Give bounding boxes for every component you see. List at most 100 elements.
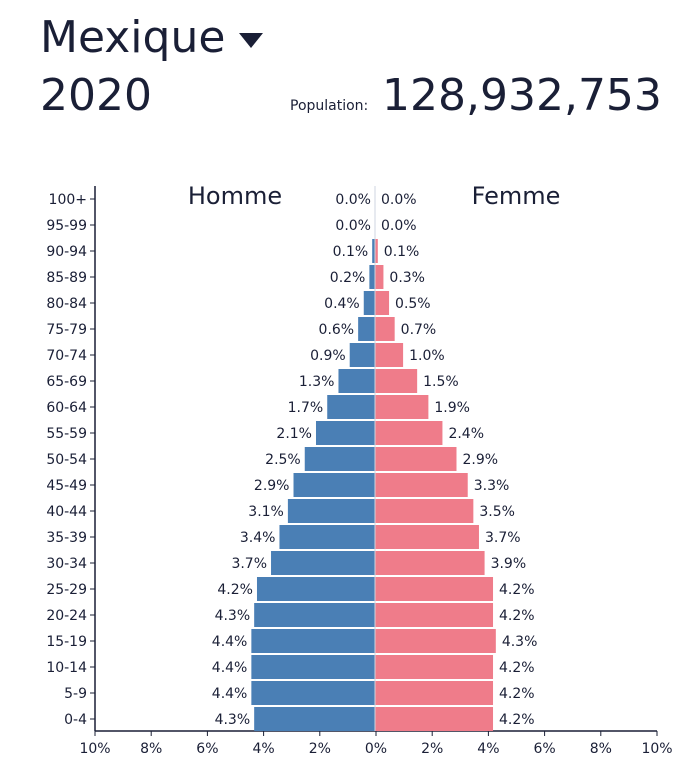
data-label-female: 1.9% (434, 400, 470, 416)
y-tick-label: 80-84 (46, 296, 87, 312)
bar-male (338, 369, 375, 393)
bar-female (375, 369, 418, 393)
series-label-female: Femme (472, 182, 561, 210)
bar-male (254, 707, 375, 731)
x-tick-label: 6% (533, 741, 555, 757)
y-tick-label: 40-44 (46, 504, 87, 520)
bar-female (375, 395, 429, 419)
bar-male (279, 525, 375, 549)
data-label-female: 3.7% (485, 530, 521, 546)
bar-female (375, 239, 378, 263)
data-label-female: 0.0% (381, 192, 417, 208)
bar-male (287, 499, 375, 523)
bar-male (251, 629, 375, 653)
data-label-male: 4.4% (212, 634, 248, 650)
x-tick-label: 0% (365, 741, 387, 757)
chevron-down-icon[interactable] (239, 32, 264, 48)
y-tick-label: 30-34 (46, 556, 87, 572)
data-label-female: 0.3% (389, 270, 425, 286)
bar-male (372, 239, 375, 263)
bar-female (375, 421, 443, 445)
bar-male (251, 655, 375, 679)
data-label-male: 0.4% (324, 296, 360, 312)
data-label-female: 4.2% (499, 660, 535, 676)
data-label-female: 0.7% (401, 322, 437, 338)
data-label-female: 4.2% (499, 582, 535, 598)
data-label-male: 3.4% (240, 530, 276, 546)
y-tick-label: 65-69 (46, 374, 87, 390)
bar-female (375, 499, 474, 523)
bar-female (375, 317, 395, 341)
bar-female (375, 265, 384, 289)
year-label: 2020 (40, 70, 152, 121)
data-label-male: 4.3% (215, 608, 251, 624)
data-label-male: 4.4% (212, 686, 248, 702)
bar-female (375, 291, 390, 315)
x-tick-label: 8% (590, 741, 612, 757)
bar-male (363, 291, 375, 315)
data-label-male: 3.1% (248, 504, 284, 520)
data-label-female: 4.2% (499, 686, 535, 702)
y-tick-label: 45-49 (46, 478, 87, 494)
x-tick-label: 8% (140, 741, 162, 757)
data-label-male: 0.0% (335, 192, 371, 208)
y-tick-label: 25-29 (46, 582, 87, 598)
bar-male (251, 681, 375, 705)
country-selector[interactable]: Mexique (40, 10, 264, 66)
data-label-female: 0.0% (381, 218, 417, 234)
bar-male (327, 395, 375, 419)
data-label-female: 1.0% (409, 348, 445, 364)
data-label-male: 4.3% (215, 712, 251, 728)
y-tick-label: 50-54 (46, 452, 87, 468)
x-tick-label: 6% (196, 741, 218, 757)
bar-male (369, 265, 375, 289)
data-label-male: 0.2% (330, 270, 366, 286)
y-tick-label: 100+ (49, 192, 87, 208)
y-tick-label: 90-94 (46, 244, 87, 260)
bar-male (315, 421, 375, 445)
data-label-female: 2.4% (448, 426, 484, 442)
x-tick-label: 4% (477, 741, 499, 757)
bar-female (375, 447, 457, 471)
data-label-male: 0.9% (310, 348, 346, 364)
data-label-male: 2.1% (276, 426, 312, 442)
bar-male (304, 447, 375, 471)
bar-male (271, 551, 375, 575)
y-tick-label: 5-9 (64, 686, 87, 702)
series-label-male: Homme (188, 182, 282, 210)
y-tick-label: 60-64 (46, 400, 87, 416)
bar-male (256, 577, 375, 601)
bar-female (375, 707, 494, 731)
data-label-male: 2.5% (265, 452, 301, 468)
bar-female (375, 629, 496, 653)
y-tick-label: 75-79 (46, 322, 87, 338)
y-tick-label: 70-74 (46, 348, 87, 364)
bar-female (375, 473, 468, 497)
y-tick-label: 95-99 (46, 218, 87, 234)
data-label-female: 4.2% (499, 608, 535, 624)
data-label-female: 4.2% (499, 712, 535, 728)
data-label-female: 3.5% (479, 504, 515, 520)
bar-female (375, 681, 494, 705)
x-tick-label: 4% (252, 741, 274, 757)
bar-male (293, 473, 375, 497)
bar-male (254, 603, 375, 627)
y-tick-label: 55-59 (46, 426, 87, 442)
x-tick-label: 2% (309, 741, 331, 757)
data-label-female: 2.9% (462, 452, 498, 468)
bar-female (375, 551, 485, 575)
data-label-female: 3.9% (491, 556, 527, 572)
data-label-female: 4.3% (502, 634, 538, 650)
data-label-female: 3.3% (474, 478, 510, 494)
bar-female (375, 525, 479, 549)
bar-female (375, 655, 494, 679)
data-label-female: 0.1% (384, 244, 420, 260)
bar-female (375, 603, 494, 627)
data-label-male: 1.7% (288, 400, 324, 416)
x-tick-label: 2% (421, 741, 443, 757)
data-label-male: 0.0% (335, 218, 371, 234)
data-label-female: 1.5% (423, 374, 459, 390)
y-tick-label: 20-24 (46, 608, 87, 624)
data-label-male: 2.9% (254, 478, 290, 494)
